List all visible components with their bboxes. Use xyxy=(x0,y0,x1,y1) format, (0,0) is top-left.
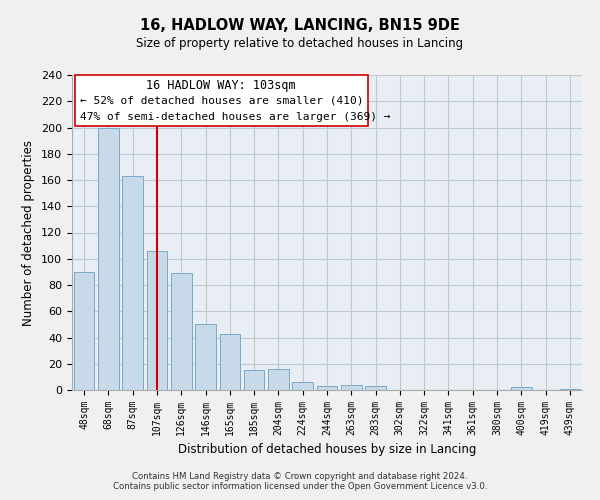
Y-axis label: Number of detached properties: Number of detached properties xyxy=(22,140,35,326)
Bar xyxy=(220,334,240,390)
Bar xyxy=(341,385,362,390)
FancyBboxPatch shape xyxy=(74,75,368,126)
X-axis label: Distribution of detached houses by size in Lancing: Distribution of detached houses by size … xyxy=(178,444,476,456)
Text: 47% of semi-detached houses are larger (369) →: 47% of semi-detached houses are larger (… xyxy=(80,112,390,122)
Text: 16, HADLOW WAY, LANCING, BN15 9DE: 16, HADLOW WAY, LANCING, BN15 9DE xyxy=(140,18,460,32)
Bar xyxy=(365,386,386,390)
Text: 16 HADLOW WAY: 103sqm: 16 HADLOW WAY: 103sqm xyxy=(146,79,296,92)
Text: Contains HM Land Registry data © Crown copyright and database right 2024.: Contains HM Land Registry data © Crown c… xyxy=(132,472,468,481)
Bar xyxy=(511,388,532,390)
Bar xyxy=(98,128,119,390)
Text: Size of property relative to detached houses in Lancing: Size of property relative to detached ho… xyxy=(136,38,464,51)
Bar xyxy=(292,382,313,390)
Bar xyxy=(146,251,167,390)
Text: ← 52% of detached houses are smaller (410): ← 52% of detached houses are smaller (41… xyxy=(80,96,363,106)
Text: Contains public sector information licensed under the Open Government Licence v3: Contains public sector information licen… xyxy=(113,482,487,491)
Bar xyxy=(268,369,289,390)
Bar xyxy=(317,386,337,390)
Bar xyxy=(244,370,265,390)
Bar xyxy=(122,176,143,390)
Bar xyxy=(560,388,580,390)
Bar xyxy=(195,324,216,390)
Bar xyxy=(171,273,191,390)
Bar xyxy=(74,272,94,390)
